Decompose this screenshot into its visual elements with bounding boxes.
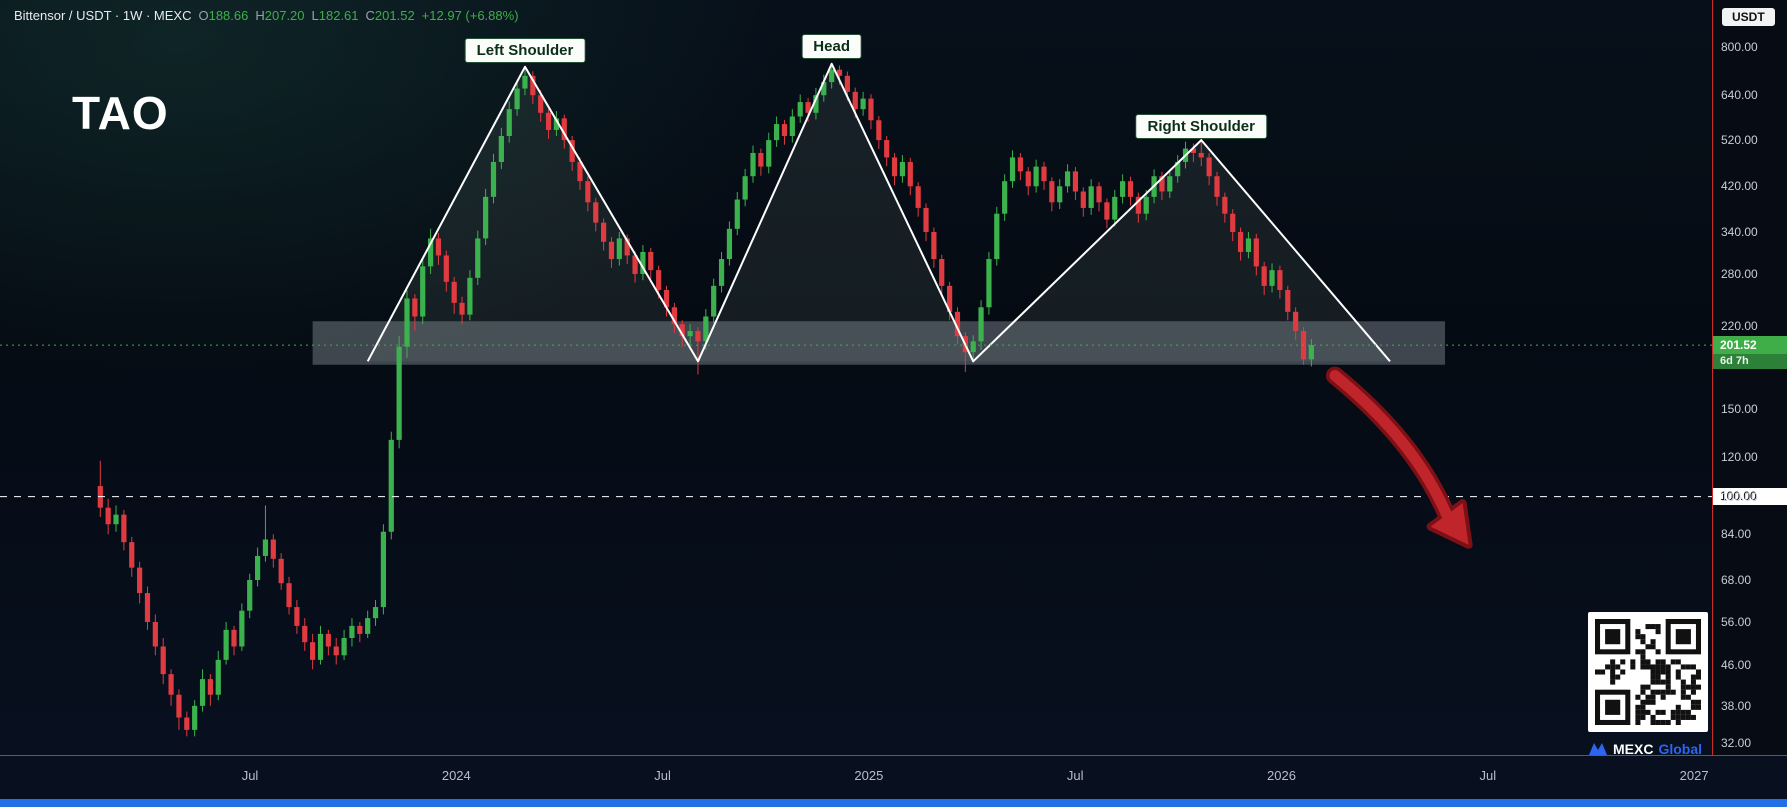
price-tick: 46.00 xyxy=(1721,657,1752,672)
low-label: L xyxy=(311,8,319,23)
price-tick: 32.00 xyxy=(1721,735,1752,750)
open-value: 188.66 xyxy=(208,8,249,23)
qr-code: MEXC Global xyxy=(1588,612,1708,758)
brand-name: MEXC xyxy=(1613,741,1654,757)
head-label[interactable]: Head xyxy=(801,34,862,59)
price-tick: 68.00 xyxy=(1721,572,1752,587)
price-tick: 84.00 xyxy=(1721,527,1752,542)
time-tick: 2027 xyxy=(1679,768,1709,783)
price-tick: 38.00 xyxy=(1721,698,1752,713)
open-label: O xyxy=(198,8,209,23)
time-tick: 2024 xyxy=(441,768,471,783)
current-price-label: 201.52 xyxy=(1713,336,1787,355)
chart-header: Bittensor / USDT · 1W · MEXC O188.66 H20… xyxy=(14,8,519,23)
price-tick: 220.00 xyxy=(1721,319,1758,334)
price-tick: 800.00 xyxy=(1721,39,1758,54)
symbol-title[interactable]: Bittensor / USDT · 1W · MEXC xyxy=(14,8,192,23)
price-tick: 120.00 xyxy=(1721,450,1758,465)
quote-currency-button[interactable]: USDT xyxy=(1722,8,1775,26)
time-scale[interactable]: Jul 2024 Jul 2025 Jul 2026 Jul 2027 xyxy=(0,756,1712,798)
time-tick: Jul xyxy=(1066,768,1084,783)
time-tick: Jul xyxy=(241,768,259,783)
close-value: 201.52 xyxy=(374,8,415,23)
time-tick: Jul xyxy=(1479,768,1497,783)
time-axis-border xyxy=(0,755,1787,756)
brand-suffix: Global xyxy=(1658,741,1703,757)
price-scale[interactable]: USDT 100.00 201.52 6d 7h 800.00 640.00 520… xyxy=(1713,0,1787,755)
price-tick: 520.00 xyxy=(1721,133,1758,148)
price-tick: 100.00 xyxy=(1721,489,1758,504)
price-tick: 420.00 xyxy=(1721,179,1758,194)
left-shoulder-label[interactable]: Left Shoulder xyxy=(464,38,586,63)
price-tick: 340.00 xyxy=(1721,224,1758,239)
time-tick: 2026 xyxy=(1267,768,1296,783)
high-label: H xyxy=(255,8,265,23)
right-shoulder-label[interactable]: Right Shoulder xyxy=(1135,114,1267,139)
price-tick: 280.00 xyxy=(1721,266,1758,281)
time-tick: 2025 xyxy=(854,768,884,783)
price-axis-border xyxy=(1712,0,1713,756)
change-value: +12.97 (+6.88%) xyxy=(421,8,519,23)
mexc-logo-icon xyxy=(1589,743,1607,755)
price-tick: 56.00 xyxy=(1721,614,1752,629)
reference-price-label: 100.00 xyxy=(1713,487,1787,505)
price-tick: 640.00 xyxy=(1721,88,1758,103)
time-tick: Jul xyxy=(654,768,671,783)
low-value: 182.61 xyxy=(318,8,359,23)
close-label: C xyxy=(365,8,375,23)
exchange-branding: MEXC Global xyxy=(1588,740,1708,758)
candle-countdown-label: 6d 7h xyxy=(1713,354,1787,370)
price-tick: 150.00 xyxy=(1721,401,1758,416)
symbol-watermark: TAO xyxy=(72,87,169,139)
bottom-accent-bar xyxy=(0,799,1787,807)
qr-code-image xyxy=(1588,612,1708,732)
high-value: 207.20 xyxy=(264,8,305,23)
